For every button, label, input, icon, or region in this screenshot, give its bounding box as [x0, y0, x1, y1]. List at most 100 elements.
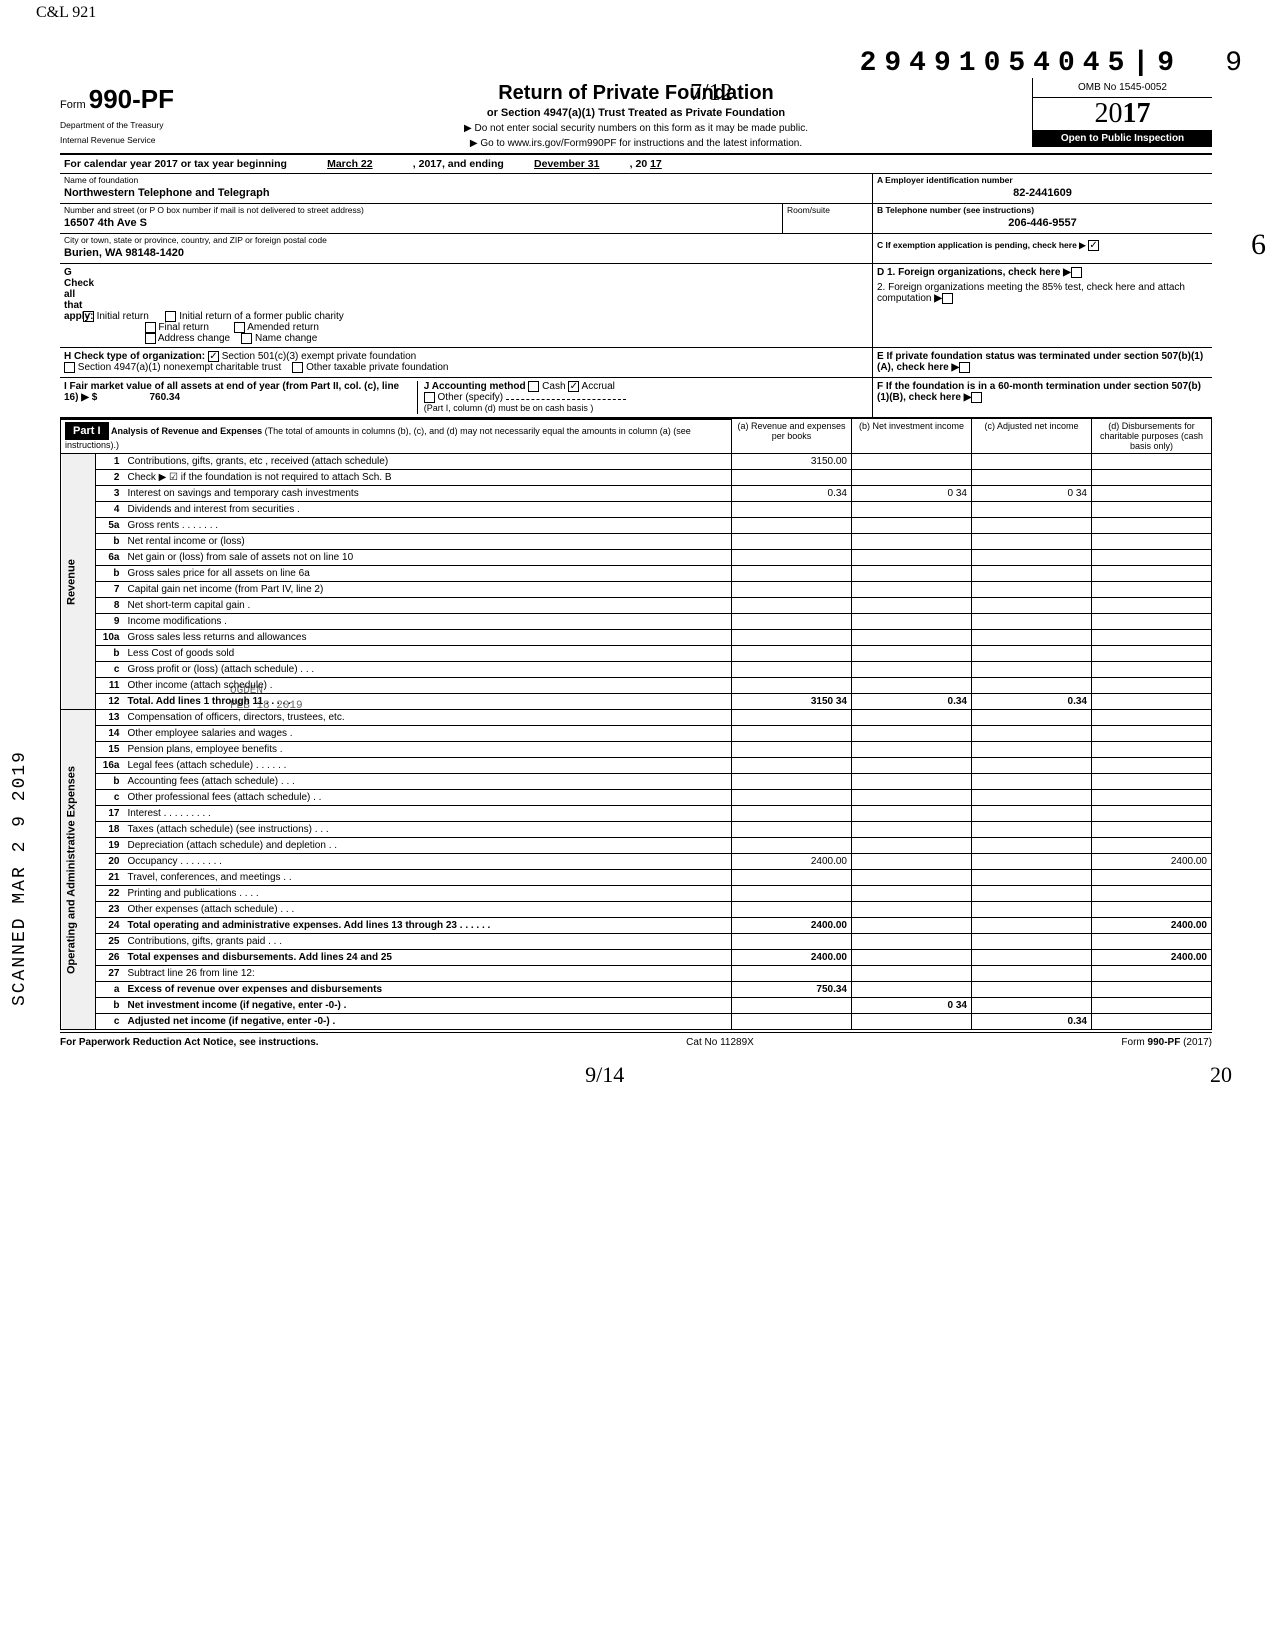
col-b-value [852, 758, 972, 774]
initial-return-checkbox[interactable] [83, 311, 94, 322]
handwritten-margin-6: 6 [1251, 228, 1266, 262]
form-number: 990-PF [89, 84, 174, 114]
d2-checkbox[interactable] [942, 293, 953, 304]
table-row: 4Dividends and interest from securities … [61, 502, 1212, 518]
agency-line1: Department of the Treasury [60, 121, 240, 130]
col-d-value [1092, 886, 1212, 902]
h-other-checkbox[interactable] [292, 362, 303, 373]
exemption-pending-checkbox[interactable] [1088, 240, 1099, 251]
handwritten-topleft: C&L 921 [36, 4, 96, 22]
col-d-value [1092, 518, 1212, 534]
col-c-value: 0 34 [972, 486, 1092, 502]
h-row: H Check type of organization: Section 50… [60, 348, 1212, 377]
h-501c3-checkbox[interactable] [208, 351, 219, 362]
table-row: 21Travel, conferences, and meetings . . [61, 870, 1212, 886]
g-initformer: Initial return of a former public charit… [179, 311, 344, 322]
line-description: Compensation of officers, directors, tru… [123, 710, 731, 726]
initial-former-checkbox[interactable] [165, 311, 176, 322]
scanned-stamp: SCANNED MAR 2 9 2019 [10, 750, 30, 1006]
g-addrchange: Address change [158, 333, 230, 344]
col-d-value [1092, 758, 1212, 774]
line-description: Net short-term capital gain . [123, 598, 731, 614]
calendar-label: For calendar year 2017 or tax year begin… [64, 158, 287, 170]
col-a-value: 2400.00 [732, 950, 852, 966]
public-inspection: Open to Public Inspection [1033, 130, 1212, 147]
dln-suffix: 9 [1225, 48, 1242, 79]
line-number: b [95, 774, 123, 790]
room-label: Room/suite [783, 204, 872, 215]
col-a-value: 2400.00 [732, 918, 852, 934]
j-other-checkbox[interactable] [424, 392, 435, 403]
col-d-value [1092, 694, 1212, 710]
ein-label: A Employer identification number [873, 174, 1212, 185]
line-description: Other professional fees (attach schedule… [123, 790, 731, 806]
h-4947-checkbox[interactable] [64, 362, 75, 373]
line-description: Total expenses and disbursements. Add li… [123, 950, 731, 966]
j-accrual-checkbox[interactable] [568, 381, 579, 392]
final-return-checkbox[interactable] [145, 322, 156, 333]
col-a-value [732, 566, 852, 582]
col-a-value: 0.34 [732, 486, 852, 502]
col-d-value [1092, 598, 1212, 614]
e-checkbox[interactable] [959, 362, 970, 373]
line-description: Adjusted net income (if negative, enter … [123, 1014, 731, 1030]
col-a-value [732, 822, 852, 838]
form-header: Form 990-PF Department of the Treasury I… [60, 78, 1212, 155]
col-b-value [852, 598, 972, 614]
i-value: 760.34 [100, 392, 180, 403]
col-b-value [852, 822, 972, 838]
address-change-checkbox[interactable] [145, 333, 156, 344]
line-description: Excess of revenue over expenses and disb… [123, 982, 731, 998]
j-cash: Cash [542, 381, 565, 392]
col-c-value [972, 918, 1092, 934]
col-a-value [732, 678, 852, 694]
col-c-value [972, 870, 1092, 886]
line-description: Contributions, gifts, grants paid . . . [123, 934, 731, 950]
col-b-value [852, 790, 972, 806]
f-checkbox[interactable] [971, 392, 982, 403]
g-row: G Check all that apply: Initial return I… [60, 264, 1212, 348]
h-opt2: Section 4947(a)(1) nonexempt charitable … [78, 363, 281, 374]
col-b-value [852, 630, 972, 646]
col-d-value [1092, 998, 1212, 1014]
form-note1: ▶ Do not enter social security numbers o… [250, 123, 1022, 134]
col-d-value [1092, 454, 1212, 470]
col-b-value [852, 902, 972, 918]
line-number: 15 [95, 742, 123, 758]
page-container: C&L 921 29491054045|9 9 7/12 6 Form 990-… [0, 0, 1272, 1068]
foundation-city: Burien, WA 98148-1420 [60, 245, 872, 263]
table-row: 10aGross sales less returns and allowanc… [61, 630, 1212, 646]
line-number: 22 [95, 886, 123, 902]
col-b-value [852, 742, 972, 758]
line-number: b [95, 566, 123, 582]
j-other: Other (specify) [438, 392, 504, 403]
calendar-mid: , 2017, and ending [413, 158, 504, 170]
table-row: Revenue1Contributions, gifts, grants, et… [61, 454, 1212, 470]
line-number: 20 [95, 854, 123, 870]
col-b-value [852, 982, 972, 998]
col-c-value [972, 806, 1092, 822]
col-b-value [852, 454, 972, 470]
table-row: 15Pension plans, employee benefits . [61, 742, 1212, 758]
col-b-header: (b) Net investment income [852, 419, 972, 454]
d1-checkbox[interactable] [1071, 267, 1082, 278]
line-description: Depreciation (attach schedule) and deple… [123, 838, 731, 854]
line-description: Less Cost of goods sold [123, 646, 731, 662]
col-d-value [1092, 566, 1212, 582]
c-label: C If exemption application is pending, c… [877, 240, 1086, 250]
line-number: 21 [95, 870, 123, 886]
foundation-name: Northwestern Telephone and Telegraph [60, 185, 872, 203]
col-b-value [852, 646, 972, 662]
col-b-value [852, 662, 972, 678]
line-number: c [95, 790, 123, 806]
col-c-value [972, 726, 1092, 742]
table-row: bNet rental income or (loss) [61, 534, 1212, 550]
col-a-value [732, 838, 852, 854]
col-c-value [972, 582, 1092, 598]
amended-return-checkbox[interactable] [234, 322, 245, 333]
phone-value: 206-446-9557 [873, 215, 1212, 233]
col-d-value [1092, 502, 1212, 518]
name-change-checkbox[interactable] [241, 333, 252, 344]
col-d-value: 2400.00 [1092, 854, 1212, 870]
j-cash-checkbox[interactable] [528, 381, 539, 392]
